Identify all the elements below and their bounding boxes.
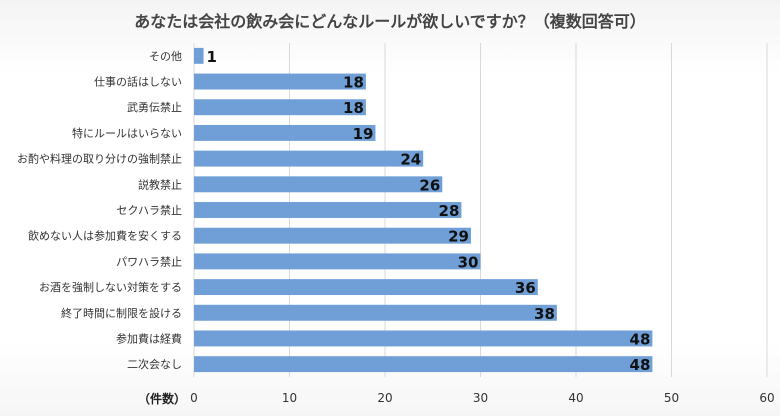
- category-label: 説教禁止: [138, 177, 182, 191]
- value-label: 18: [343, 74, 364, 92]
- category-label: 武勇伝禁止: [127, 101, 182, 114]
- bar: [194, 279, 538, 296]
- bar: [194, 124, 376, 141]
- value-label: 48: [630, 356, 651, 374]
- bar: [194, 356, 653, 373]
- category-label: お酒を強制しない対策をする: [39, 280, 182, 294]
- bar: [194, 47, 204, 64]
- x-axis-ticks: 0 10 20 30 40 50 60: [190, 391, 774, 405]
- x-tick-label: 60: [759, 391, 774, 405]
- x-tick-label: 50: [664, 391, 679, 405]
- value-label: 19: [353, 125, 374, 143]
- category-label: セクハラ禁止: [117, 204, 182, 217]
- category-label: その他: [149, 50, 182, 63]
- x-tick-label: 40: [568, 391, 583, 405]
- category-label: 終了時間に制限を設ける: [61, 306, 182, 320]
- bar: [194, 227, 471, 244]
- value-label: 36: [515, 279, 536, 297]
- bar: [194, 202, 462, 218]
- bars: [194, 47, 653, 373]
- x-tick-label: 10: [282, 391, 297, 405]
- value-labels: 1 18 18 19 24 26 28 29 30 36 38 48 48: [207, 48, 651, 374]
- x-tick-label: 30: [473, 391, 488, 405]
- bar: [194, 99, 366, 116]
- category-label: お酌や料理の取り分けの強制禁止: [17, 152, 182, 166]
- bar: [194, 330, 653, 347]
- bar: [194, 304, 557, 321]
- value-label: 30: [458, 253, 479, 271]
- value-label: 18: [343, 99, 364, 117]
- value-label: 29: [448, 228, 469, 246]
- x-tick-label: 0: [190, 391, 198, 405]
- value-label: 24: [400, 151, 421, 169]
- value-label: 28: [439, 202, 460, 220]
- bar: [194, 176, 443, 193]
- x-tick-label: 20: [377, 391, 392, 405]
- category-label: パワハラ禁止: [116, 255, 182, 268]
- category-label: 飲めない人は参加費を安くする: [28, 229, 182, 243]
- category-label: 特にルールはいらない: [72, 126, 182, 140]
- value-label: 38: [534, 305, 555, 323]
- category-label: 参加費は経費: [116, 331, 182, 345]
- chart-title: あなたは会社の飲み会にどんなルールが欲しいですか？（複数回答可）: [134, 12, 646, 31]
- category-label: 二次会なし: [127, 357, 182, 371]
- bar: [194, 73, 366, 90]
- bar: [194, 150, 424, 167]
- value-label: 48: [630, 330, 651, 348]
- x-axis-label: （件数）: [138, 391, 186, 406]
- value-label: 1: [207, 48, 217, 66]
- category-label: 仕事の話はしない: [94, 75, 182, 89]
- value-label: 26: [419, 176, 440, 194]
- category-labels: その他仕事の話はしない武勇伝禁止特にルールはいらないお酌や料理の取り分けの強制禁…: [17, 50, 182, 371]
- bar: [194, 253, 481, 270]
